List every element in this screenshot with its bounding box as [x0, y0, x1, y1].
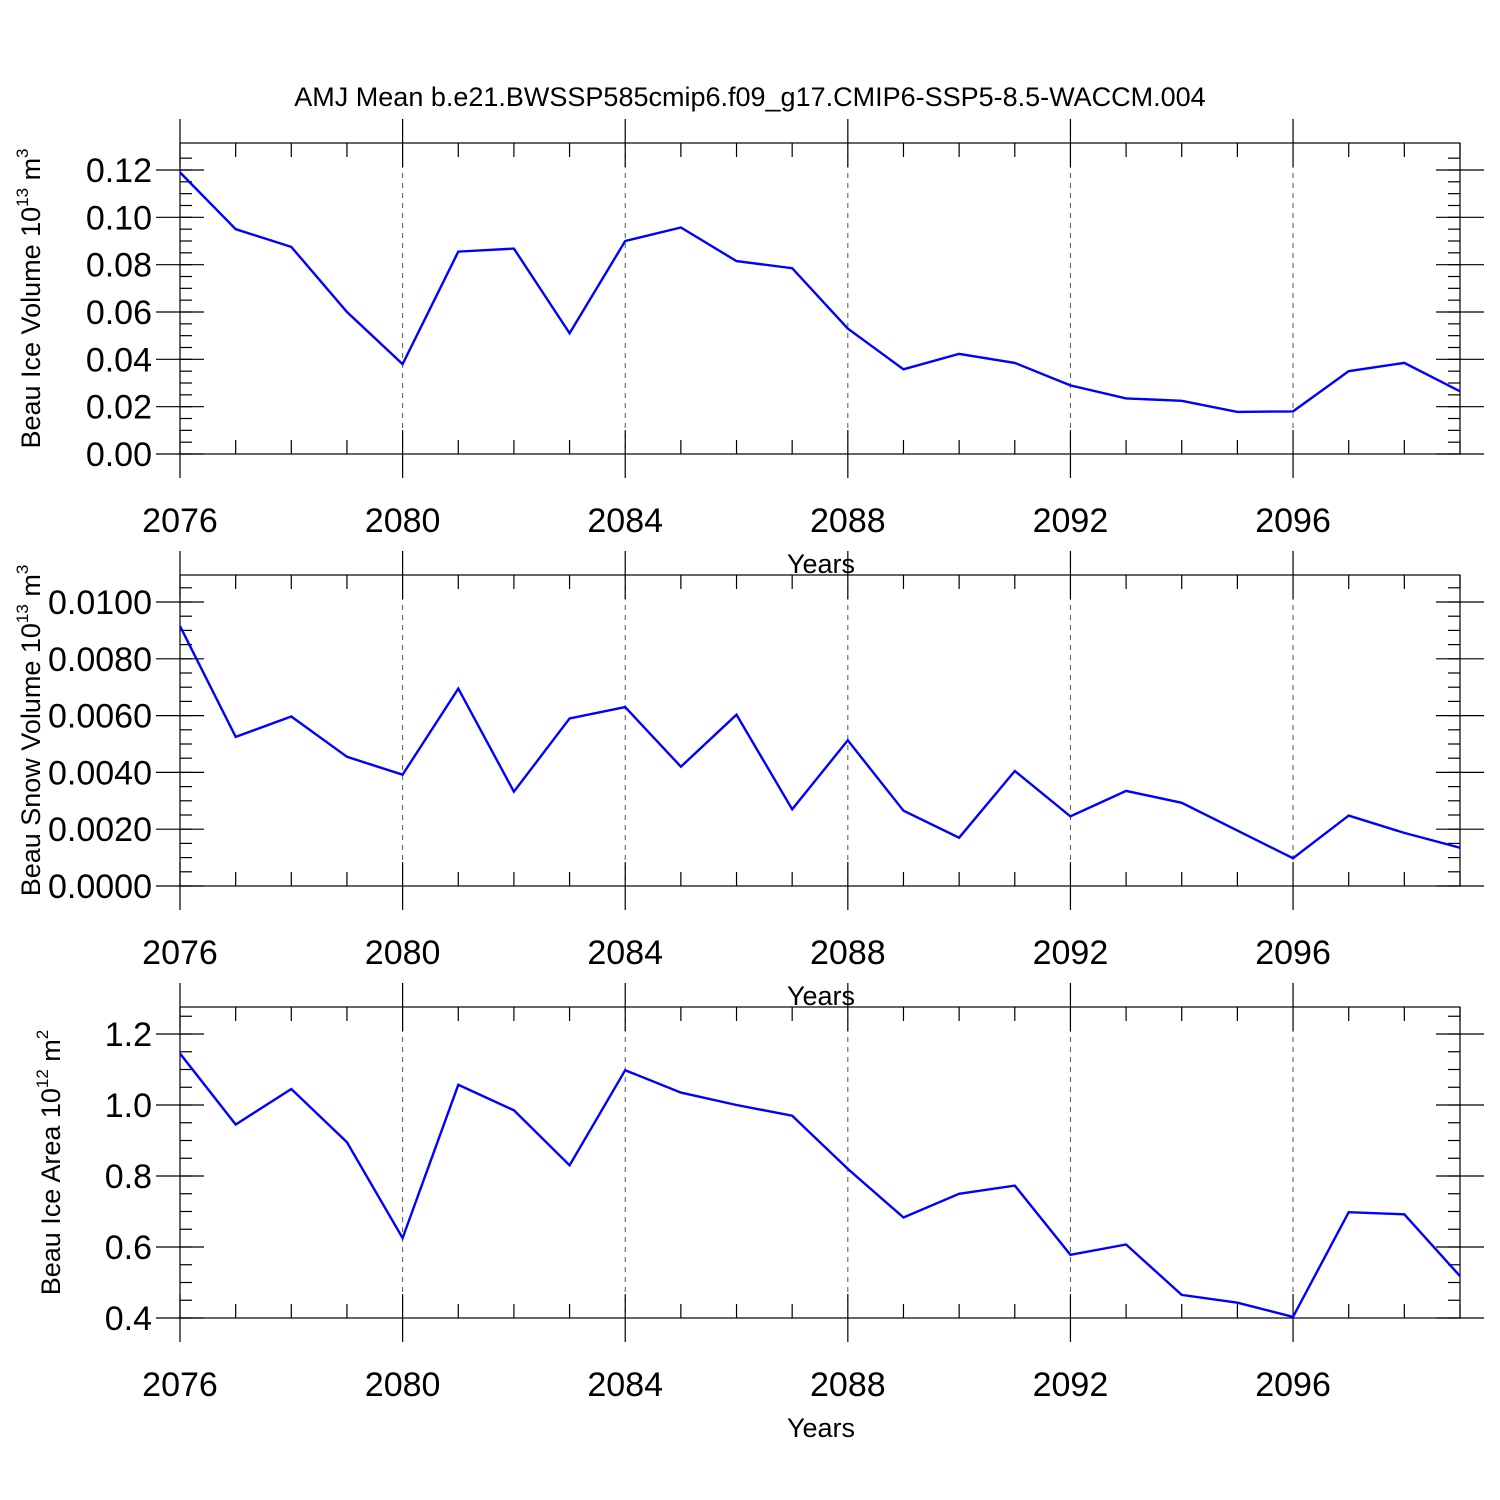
y-tick-label: 0.02: [86, 389, 152, 427]
x-tick-label: 2092: [1033, 502, 1109, 540]
x-tick-label: 2080: [365, 502, 441, 540]
x-tick-label: 2084: [587, 934, 663, 972]
x-tick-label: 2096: [1255, 1366, 1331, 1404]
chart-panels: 2076 2080 2084 2088 2092 2096 0.00 0.02 0.04 0.06…: [13, 119, 1484, 1443]
x-axis-title: Years: [787, 549, 855, 579]
x-tick-label: 2080: [365, 934, 441, 972]
panel-3: 2076 2080 2084 2088 2092 2096 0.4 0.6 0.8 1.0 1.2 Y…: [33, 983, 1484, 1443]
y-tick-label: 0.00: [86, 436, 152, 474]
y-tick-label: 0.8: [105, 1158, 152, 1196]
x-tick-label: 2088: [810, 502, 886, 540]
y-tick-label: 0.0060: [48, 698, 152, 736]
y-tick-label: 0.0000: [48, 868, 152, 906]
y-tick-label: 0.0100: [48, 584, 152, 622]
plot-frame: [179, 1006, 1461, 1319]
x-tick-label: 2080: [365, 1366, 441, 1404]
x-tick-label: 2076: [142, 502, 218, 540]
y-tick-label: 1.0: [105, 1087, 152, 1125]
panel-1: 2076 2080 2084 2088 2092 2096 0.00 0.02 0.04 0.06…: [13, 119, 1484, 579]
series-line: [180, 625, 1460, 860]
x-tick-label: 2096: [1255, 502, 1331, 540]
y-tick-label: 0.0040: [48, 754, 152, 792]
y-axis-title: Beau Ice Volume 1013 m3: [13, 148, 46, 448]
series-line: [180, 171, 1460, 414]
chart-title: AMJ Mean b.e21.BWSSP585cmip6.f09_g17.CMI…: [294, 82, 1205, 112]
plot-frame: [179, 142, 1461, 455]
y-axis-title: Beau Ice Area 1012 m2: [33, 1030, 66, 1296]
y-tick-label: 0.0080: [48, 641, 152, 679]
y-tick-label: 0.6: [105, 1229, 152, 1267]
x-tick-label: 2088: [810, 1366, 886, 1404]
panel-2: 2076 2080 2084 2088 2092 2096 0.0000 0.0020 0.00…: [13, 551, 1484, 1011]
x-tick-label: 2084: [587, 1366, 663, 1404]
x-tick-label: 2076: [142, 1366, 218, 1404]
x-axis-title: Years: [787, 1413, 855, 1443]
y-tick-label: 0.10: [86, 199, 152, 237]
x-tick-label: 2092: [1033, 934, 1109, 972]
plot-frame: [179, 574, 1461, 887]
series-line: [180, 1052, 1460, 1318]
y-tick-label: 0.04: [86, 341, 152, 379]
y-tick-label: 1.2: [105, 1016, 152, 1054]
y-tick-label: 0.4: [105, 1300, 152, 1338]
x-axis-title: Years: [787, 981, 855, 1011]
x-tick-label: 2088: [810, 934, 886, 972]
y-tick-label: 0.06: [86, 294, 152, 332]
y-tick-label: 0.12: [86, 152, 152, 190]
y-axis-title: Beau Snow Volume 1013 m3: [13, 565, 46, 897]
y-tick-label: 0.0020: [48, 811, 152, 849]
x-tick-label: 2084: [587, 502, 663, 540]
y-tick-label: 0.08: [86, 247, 152, 285]
x-tick-label: 2092: [1033, 1366, 1109, 1404]
x-tick-label: 2096: [1255, 934, 1331, 972]
x-tick-label: 2076: [142, 934, 218, 972]
